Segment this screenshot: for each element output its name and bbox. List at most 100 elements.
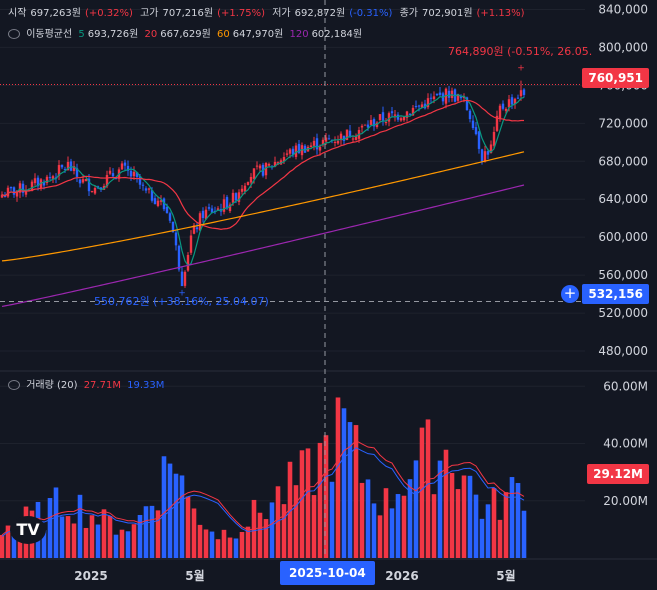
volume-bar xyxy=(179,475,185,558)
candle-body xyxy=(312,140,316,146)
volume-bar xyxy=(335,397,341,558)
candle-body xyxy=(75,168,79,177)
candle-body xyxy=(495,115,499,131)
candle-body xyxy=(318,146,322,151)
candle-body xyxy=(225,197,229,209)
candle-body xyxy=(36,177,40,187)
ma-legend[interactable]: 이동평균선 5 693,726원 20 667,629원 60 647,970원 12… xyxy=(8,25,365,40)
volume-bar xyxy=(347,422,353,558)
candle-body xyxy=(513,98,517,105)
volume-bar xyxy=(521,510,527,558)
candle-body xyxy=(189,235,193,253)
candle-body xyxy=(471,120,475,129)
price-tick-label: 680,000 xyxy=(598,154,648,168)
candle-body xyxy=(48,177,52,179)
candle-body xyxy=(123,162,127,166)
price-tick-label: 600,000 xyxy=(598,230,648,244)
candle-body xyxy=(69,161,73,171)
candle-body xyxy=(339,133,343,141)
candle-body xyxy=(354,136,358,140)
candle-body xyxy=(438,92,442,95)
volume-bar xyxy=(239,532,245,558)
volume-bar xyxy=(173,473,179,558)
candle-body xyxy=(72,166,76,171)
volume-bar xyxy=(149,505,155,558)
candle-body xyxy=(120,163,124,170)
candle-body xyxy=(210,208,214,213)
candle-body xyxy=(282,157,286,162)
candle-body xyxy=(243,185,247,192)
add-alert-plus-icon[interactable]: + xyxy=(561,285,579,303)
candle-body xyxy=(240,188,244,192)
high-annotation: 764,890원 (-0.51%, 26.05. xyxy=(448,45,593,58)
candle-body xyxy=(519,90,523,97)
candle-body xyxy=(105,174,109,187)
candle-body xyxy=(273,161,277,167)
volume-bar xyxy=(53,487,59,558)
candle-body xyxy=(396,114,400,120)
volume-bar xyxy=(161,456,167,558)
price-tick-label: 640,000 xyxy=(598,192,648,206)
candle-body xyxy=(324,137,328,142)
price-tick-label: 800,000 xyxy=(598,40,648,54)
candle-body xyxy=(249,176,253,183)
candle-body xyxy=(150,190,154,201)
volume-bar xyxy=(215,539,221,558)
volume-bar xyxy=(137,514,143,558)
candle-body xyxy=(486,151,490,155)
candle-body xyxy=(510,97,514,105)
candle-body xyxy=(252,168,256,179)
volume-bar xyxy=(359,482,365,558)
volume-tick-label: 60.00M xyxy=(603,379,648,393)
candle-body xyxy=(135,172,139,178)
candle-body xyxy=(141,184,145,186)
candle-body xyxy=(336,140,340,144)
candle-body xyxy=(231,192,235,203)
x-tick-label: 5월 xyxy=(496,568,515,583)
candle-body xyxy=(465,97,469,111)
volume-bar xyxy=(197,524,203,558)
volume-bar xyxy=(407,479,413,558)
candle-body xyxy=(174,232,178,246)
candle-body xyxy=(66,161,70,171)
candle-body xyxy=(159,200,163,202)
volume-bar xyxy=(461,475,467,558)
candle-body xyxy=(33,178,37,184)
candle-body xyxy=(414,105,418,107)
candle-body xyxy=(192,225,196,234)
volume-bar xyxy=(227,537,233,558)
volume-bar xyxy=(419,427,425,558)
volume-bar xyxy=(323,435,329,558)
volume-bar xyxy=(59,516,65,558)
price-tick-label: 520,000 xyxy=(598,306,648,320)
candle-body xyxy=(30,181,34,191)
volume-bar xyxy=(437,460,443,558)
candle-body xyxy=(78,179,82,184)
candle-body xyxy=(201,210,205,218)
eye-icon[interactable] xyxy=(8,380,20,390)
candle-body xyxy=(393,114,397,116)
volume-bar xyxy=(245,526,251,558)
ma5-line xyxy=(1,93,525,267)
candle-body xyxy=(480,149,484,162)
candle-body xyxy=(144,188,148,191)
candle-body xyxy=(93,188,97,194)
candle-body xyxy=(342,135,346,141)
candle-body xyxy=(6,187,10,197)
volume-bar xyxy=(353,425,359,558)
volume-bar xyxy=(0,534,5,558)
high-marker: + xyxy=(517,64,525,74)
candle-body xyxy=(84,178,88,182)
volume-bar xyxy=(281,504,287,558)
candle-body xyxy=(516,97,520,99)
candle-body xyxy=(483,151,487,162)
volume-bar xyxy=(365,479,371,558)
candle-body xyxy=(108,170,112,174)
volume-ma-line-2 xyxy=(1,447,525,537)
eye-icon[interactable] xyxy=(8,29,20,39)
candle-body xyxy=(297,143,301,153)
volume-bar xyxy=(83,527,89,558)
candle-body xyxy=(258,165,262,169)
volume-legend[interactable]: 거래량 (20) 27.71M 19.33M xyxy=(8,376,167,391)
